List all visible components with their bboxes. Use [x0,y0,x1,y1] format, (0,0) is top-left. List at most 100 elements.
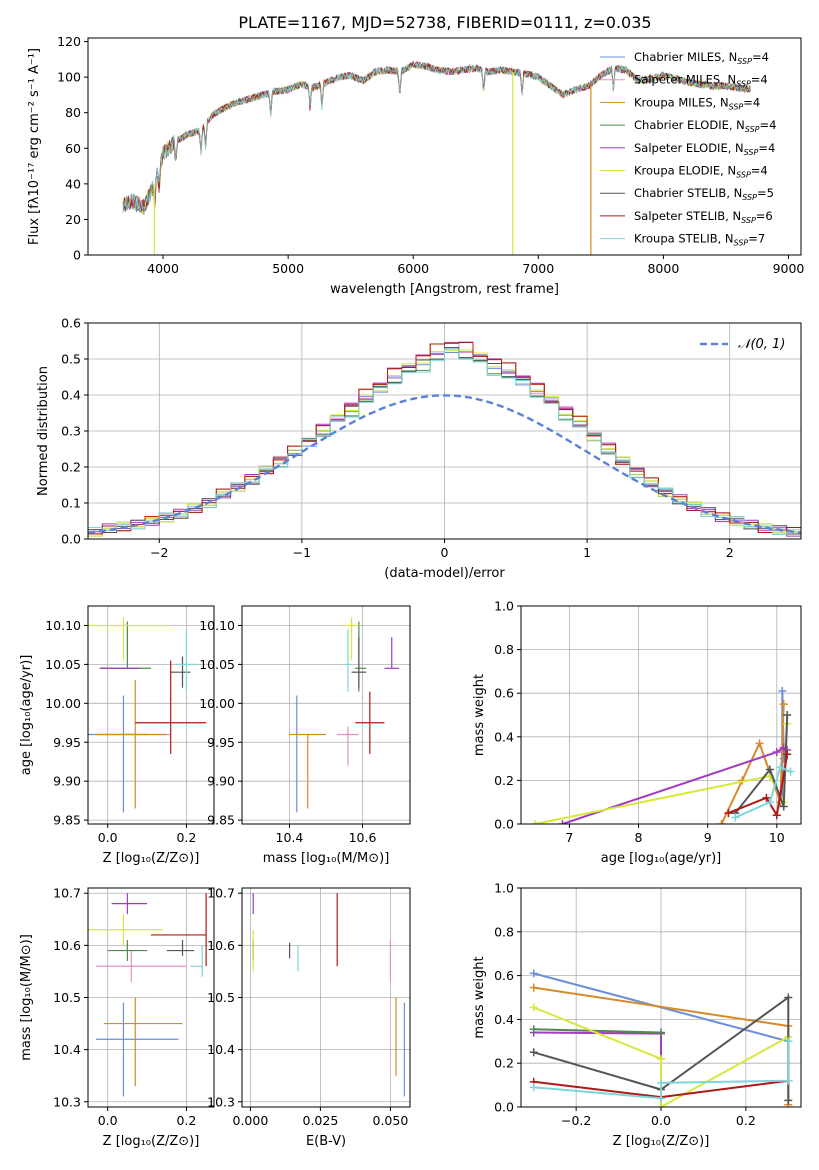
mass-weight-vs-age-xtick-label: 9 [704,830,712,845]
spectrum-line-8 [122,62,751,213]
spectrum-legend-label-5: Kroupa ELODIE, NSSP=4 [634,164,768,180]
mass-vs-z-point-4 [111,893,148,915]
mass-vs-z-xlabel: Z [log₁₀(Z/Z⊙)] [103,1134,200,1149]
mass-weight-vs-age-marker [779,802,788,811]
age-vs-mass-point-4 [384,637,400,669]
mass-weight-vs-age-marker [765,765,774,774]
age-vs-mass-ytick-label: 10.00 [199,696,235,711]
age-vs-z-ytick-label: 10.05 [45,657,81,672]
age-vs-z-ytick-label: 9.85 [53,813,81,828]
mass-weight-vs-z-marker [784,1096,793,1105]
age-vs-z-point-5 [88,617,171,661]
age-vs-mass-xtick-label: 10.4 [276,830,304,845]
mass-weight-vs-z-marker [657,1028,665,1037]
mass-weight-vs-age-xtick-label: 7 [565,830,573,845]
mass-weight-vs-z-marker [529,1003,538,1012]
mass-vs-z-point-7 [151,893,207,967]
spectrum-ytick-label: 40 [65,176,81,191]
age-vs-mass-ytick-label: 9.85 [207,813,235,828]
age-vs-mass-point-2 [289,733,326,809]
age-vs-z-point-7 [135,660,207,754]
spectrum-ytick-label: 80 [65,105,81,120]
mass-weight-vs-z-ytick-label: 1.0 [494,881,514,896]
residual-histogram-ytick-label: 0.4 [61,388,81,403]
mass-vs-ebv-ytick-label: 10.3 [207,1094,235,1109]
residual-histogram-ylabel: Normed distribution [36,366,51,496]
mass-weight-vs-z-marker [657,1078,665,1087]
mass-weight-vs-age-marker [731,813,740,822]
mass-vs-z-ytick-label: 10.7 [53,886,81,901]
histogram-series-8 [88,348,801,535]
age-vs-mass-frame [241,605,411,825]
mass-vs-z-point-6 [166,940,195,956]
mass-weight-vs-z-panel: −0.2 0.0 0.2 0.0 0.2 0.4 0.6 0.8 1.0 Z [log₁₀(Z/Z… [472,881,802,1149]
mass-weight-vs-z-marker [529,1048,538,1057]
mass-weight-vs-z-ytick-label: 0.8 [494,924,514,939]
mass-vs-ebv-plot-area [252,893,405,1097]
mass-vs-ebv-ytick-label: 10.5 [207,990,235,1005]
mass-vs-z-ylabel: mass [log₁₀(M/M⊙)] [19,934,34,1061]
spectrum-xtick-label: 4000 [147,261,179,276]
age-vs-z-point-2 [95,679,167,809]
mass-weight-vs-z-marker [657,1054,665,1063]
mass-weight-vs-age-ytick-label: 0.6 [494,686,514,701]
mass-weight-vs-z-marker [529,969,538,978]
mass-weight-vs-z-plot-area [529,969,793,1107]
age-vs-z-ytick-label: 9.90 [53,774,81,789]
mass-weight-vs-age-marker [755,739,764,748]
residual-histogram-plot-area [88,341,801,537]
age-vs-mass-ytick-label: 9.95 [207,735,235,750]
spectrum-legend-label-6: Chabrier STELIB, NSSP=5 [634,186,774,202]
mass-vs-z-ytick-label: 10.3 [53,1094,81,1109]
mass-vs-z-point-8 [190,945,203,977]
mass-vs-z-point-0 [95,1002,179,1097]
mass-weight-vs-age-ytick-label: 1.0 [494,599,514,614]
residual-histogram-ytick-label: 0.2 [61,460,81,475]
age-vs-z-ytick-label: 9.95 [53,735,81,750]
residual-histogram-ytick-label: 0.3 [61,424,81,439]
age-vs-z-point-6 [170,656,191,688]
mass-weight-vs-age-ytick-label: 0.8 [494,642,514,657]
spectrum-ytick-label: 100 [57,70,81,85]
mass-weight-vs-age-panel: 7 8 9 10 0.0 0.2 0.4 0.6 0.8 1.0 age [log₁₀(age/yr… [472,599,802,866]
mass-weight-vs-z-marker [784,993,793,1002]
age-vs-mass-plot-area [289,617,400,813]
mass-vs-z-xtick-label: 0.2 [176,1113,196,1128]
spectrum-ytick-label: 120 [57,34,81,49]
mass-weight-vs-z-marker [529,1025,538,1034]
mass-vs-ebv-ytick-label: 10.4 [207,1042,235,1057]
mass-weight-vs-z-ytick-label: 0.6 [494,968,514,983]
age-vs-mass-panel: 10.4 10.6 9.85 9.90 9.95 10.00 10.05 10.10 mass … [199,605,411,866]
mass-weight-vs-age-marker [783,750,792,759]
mass-weight-vs-z-marker [784,1037,793,1046]
mass-vs-z-point-3 [107,940,148,961]
mass-weight-vs-age-marker [772,748,781,757]
age-vs-mass-ytick-label: 9.90 [207,774,235,789]
mass-vs-z-ytick-label: 10.5 [53,990,81,1005]
mass-weight-vs-z-xtick-label: 0.0 [651,1113,671,1128]
mass-weight-vs-age-ylabel: mass weight [472,674,487,756]
age-vs-mass-point-8 [344,629,352,692]
age-vs-z-plot-area [88,617,207,813]
mass-vs-ebv-ytick-label: 10.7 [207,886,235,901]
figure-title: PLATE=1167, MJD=52738, FIBERID=0111, z=0… [238,13,651,32]
mass-weight-vs-z-ytick-label: 0.0 [494,1100,514,1115]
age-vs-z-xlabel: Z [log₁₀(Z/Z⊙)] [103,851,200,866]
mass-weight-vs-z-xtick-label: 0.2 [736,1113,756,1128]
mass-weight-vs-z-marker [529,983,538,992]
mass-weight-vs-z-series-3 [533,1028,662,1034]
spectrum-xtick-label: 5000 [272,261,304,276]
age-vs-mass-point-1 [336,726,359,766]
spectrum-legend-label-1: Salpeter MILES, NSSP=4 [634,73,768,89]
mass-weight-vs-age-marker [724,809,733,818]
residual-histogram-xtick-label: 1 [583,545,591,560]
mass-vs-z-ytick-label: 10.4 [53,1042,81,1057]
spectrum-legend-label-4: Salpeter ELODIE, NSSP=4 [634,141,775,157]
age-vs-z-xtick-label: 0.0 [98,830,118,845]
mass-weight-vs-age-series-6 [734,765,791,819]
age-vs-mass-point-7 [355,691,385,754]
mass-weight-vs-age-marker [778,687,787,696]
mass-vs-ebv-xlabel: E(B-V) [306,1134,346,1149]
age-vs-z-xtick-label: 0.2 [176,830,196,845]
